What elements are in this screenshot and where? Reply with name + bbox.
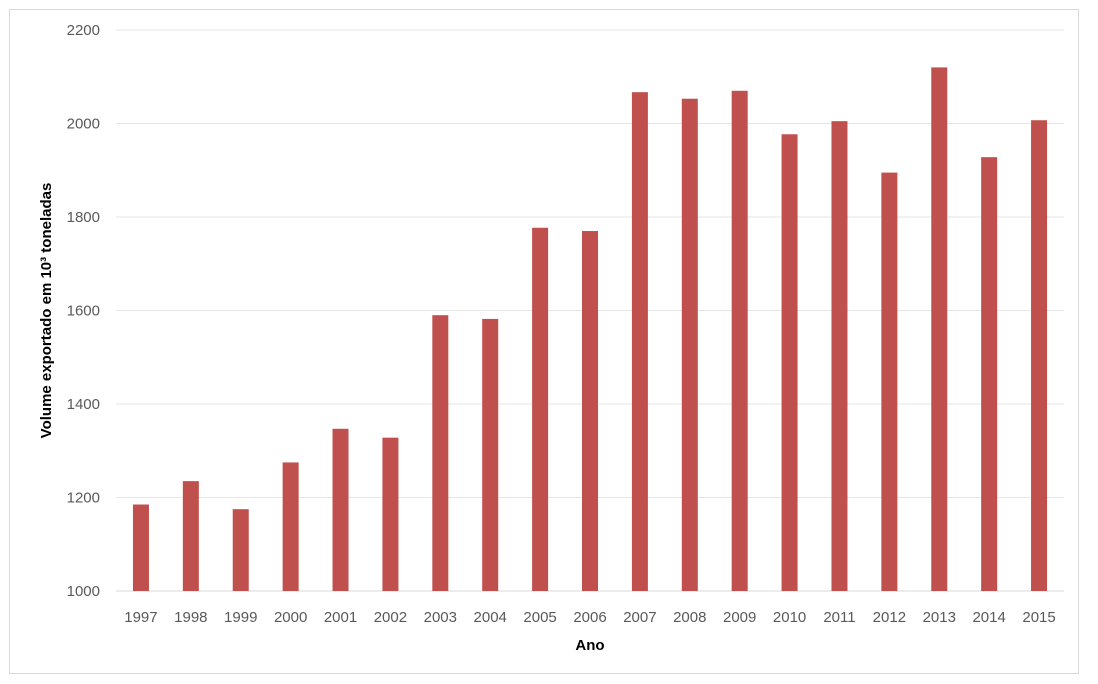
x-tick-label: 2003 [424, 609, 457, 626]
x-tick-label: 1997 [124, 609, 157, 626]
x-axis-title: Ano [575, 637, 604, 654]
bar-1998 [182, 481, 199, 591]
bar-2005 [532, 227, 549, 591]
bar-2009 [731, 90, 748, 592]
bar-2006 [582, 231, 598, 591]
y-tick-label: 1400 [67, 396, 100, 413]
bar-2011 [831, 121, 848, 591]
bar-2004 [482, 318, 499, 591]
bar-1999 [232, 509, 249, 591]
x-tick-label: 2000 [274, 609, 307, 626]
bar-2000 [282, 462, 299, 591]
x-tick-labels: 1997 1998 1999 2000 2001 2002 2003 2004 2005 2006… [124, 609, 1055, 626]
y-tick-label: 1800 [67, 209, 100, 226]
bar-2001 [332, 428, 349, 591]
bar-2015 [1031, 120, 1048, 591]
bar-2012 [881, 172, 898, 591]
y-tick-label: 1200 [67, 490, 100, 507]
x-tick-label: 2011 [823, 609, 855, 626]
x-tick-label: 2006 [573, 609, 606, 626]
x-tick-label: 2007 [623, 609, 656, 626]
x-tick-label: 2015 [1022, 609, 1055, 626]
bar-2013 [931, 67, 948, 591]
bar-2007 [631, 92, 648, 592]
x-tick-label: 2013 [923, 609, 956, 626]
x-tick-label: 2014 [972, 609, 1005, 626]
x-tick-label: 2004 [474, 609, 507, 626]
bars [132, 67, 1048, 592]
x-tick-label: 2001 [324, 609, 357, 626]
bar-2008 [681, 98, 698, 591]
y-tick-label: 2200 [67, 22, 100, 39]
y-tick-label: 1600 [67, 303, 100, 320]
x-tick-label: 2002 [374, 609, 407, 626]
x-tick-label: 2005 [523, 609, 556, 626]
x-tick-label: 2008 [673, 609, 706, 626]
x-tick-label: 2012 [873, 609, 906, 626]
y-axis-title: Volume exportado em 10³ toneladas [38, 183, 55, 439]
bar-2014 [981, 157, 998, 591]
x-tick-label: 2010 [773, 609, 806, 626]
bar-2010 [781, 134, 798, 591]
y-tick-label: 2000 [67, 116, 100, 133]
bar-2002 [382, 437, 399, 591]
x-tick-label: 1999 [224, 609, 257, 626]
gridlines [116, 29, 1064, 592]
x-tick-label: 1998 [174, 609, 207, 626]
y-tick-labels: 1000 1200 1400 1600 1800 2000 2200 [67, 22, 100, 600]
bar-2003 [432, 315, 449, 591]
bar-1997 [132, 504, 149, 591]
y-tick-label: 1000 [67, 583, 100, 600]
x-tick-label: 2009 [723, 609, 756, 626]
